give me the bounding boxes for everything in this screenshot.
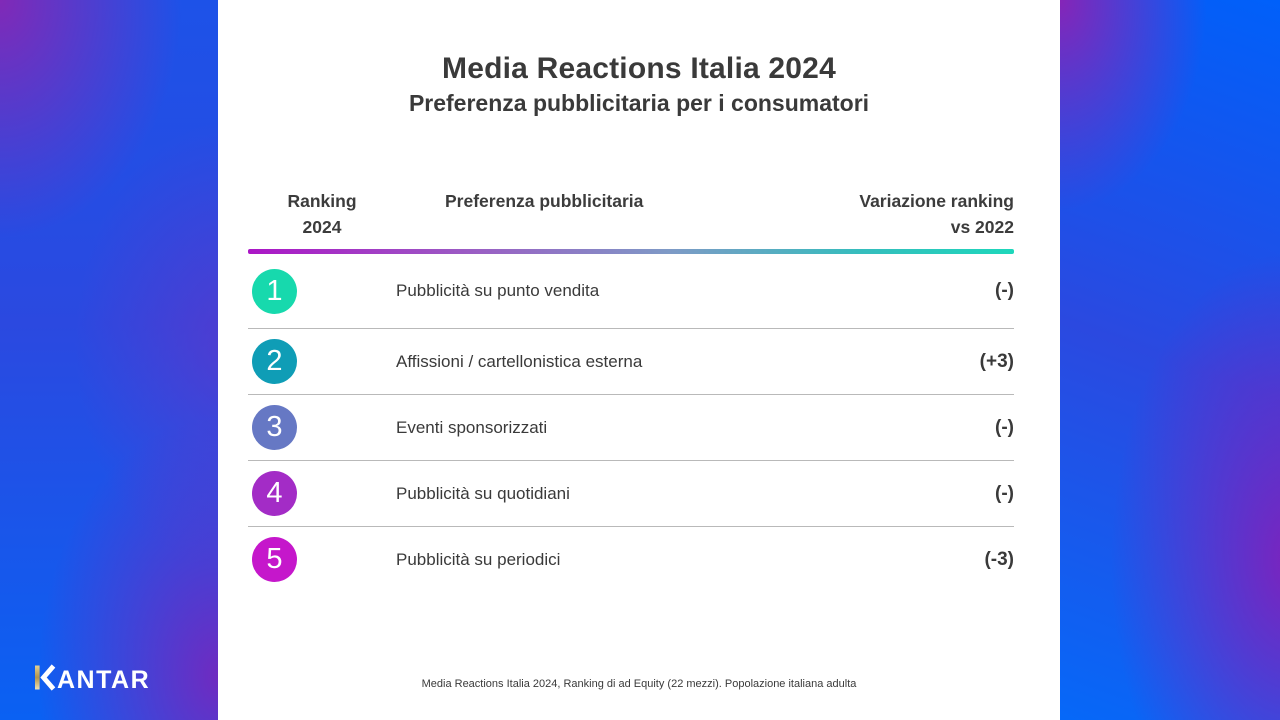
- logo-k-chevron: [40, 664, 56, 691]
- row-variation: (-): [995, 280, 1014, 301]
- rank-badge: 3: [252, 405, 297, 450]
- row-label: Affissioni / cartellonistica esterna: [396, 351, 643, 371]
- source-footnote: Media Reactions Italia 2024, Ranking di …: [421, 678, 857, 690]
- kantar-logo-graphic: ANTAR: [35, 664, 150, 694]
- header-ranking-2024: Ranking 2024: [287, 191, 357, 237]
- row-variation: (-): [995, 482, 1014, 504]
- rank-badge: 1: [252, 268, 297, 314]
- rank-badge: 4: [252, 471, 297, 516]
- logo-letters: ANTAR: [57, 666, 150, 691]
- header-preferenza: Preferenza pubblicitaria: [445, 191, 644, 211]
- rank-badge: 5: [252, 537, 297, 582]
- table-row: 4 Pubblicità su quotidiani (-): [248, 461, 1014, 527]
- table-row: 3 Eventi sponsorizzati (-): [248, 395, 1014, 461]
- table-row: 1 Pubblicità su punto vendita (-): [248, 254, 1014, 329]
- rank-cell: 3: [248, 405, 396, 450]
- row-variation: (-3): [984, 548, 1014, 570]
- table-header-row: Ranking 2024 Preferenza pubblicitaria Va…: [248, 188, 1014, 240]
- ranking-table: Ranking 2024 Preferenza pubblicitaria Va…: [248, 188, 1014, 592]
- logo-k-stem: [35, 665, 40, 690]
- page-title: Media Reactions Italia 2024: [442, 52, 836, 85]
- table-row: 5 Pubblicità su periodici (-3): [248, 527, 1014, 592]
- rank-cell: 4: [248, 471, 396, 516]
- row-variation: (-): [995, 416, 1014, 438]
- rank-badge: 2: [252, 339, 297, 384]
- table-row: 2 Affissioni / cartellonistica esterna (…: [248, 329, 1014, 395]
- row-label: Eventi sponsorizzati: [396, 417, 548, 437]
- rank-cell: 5: [248, 537, 396, 582]
- slide-panel: Media Reactions Italia 2024 Preferenza p…: [218, 0, 1060, 720]
- row-label: Pubblicità su quotidiani: [396, 483, 570, 503]
- left-gradient-strip: [0, 0, 218, 720]
- page-subtitle: Preferenza pubblicitaria per i consumato…: [408, 90, 870, 116]
- header-gradient-divider: [248, 249, 1014, 254]
- row-label: Pubblicità su punto vendita: [396, 281, 600, 300]
- kantar-logo: ANTAR: [35, 664, 157, 696]
- header-variazione: Variazione ranking vs 2022: [859, 191, 1014, 237]
- row-label: Pubblicità su periodici: [396, 549, 561, 569]
- rank-cell: 1: [248, 268, 396, 314]
- rank-cell: 2: [248, 339, 396, 384]
- row-variation: (+3): [979, 350, 1014, 372]
- right-gradient-strip: [1060, 0, 1280, 720]
